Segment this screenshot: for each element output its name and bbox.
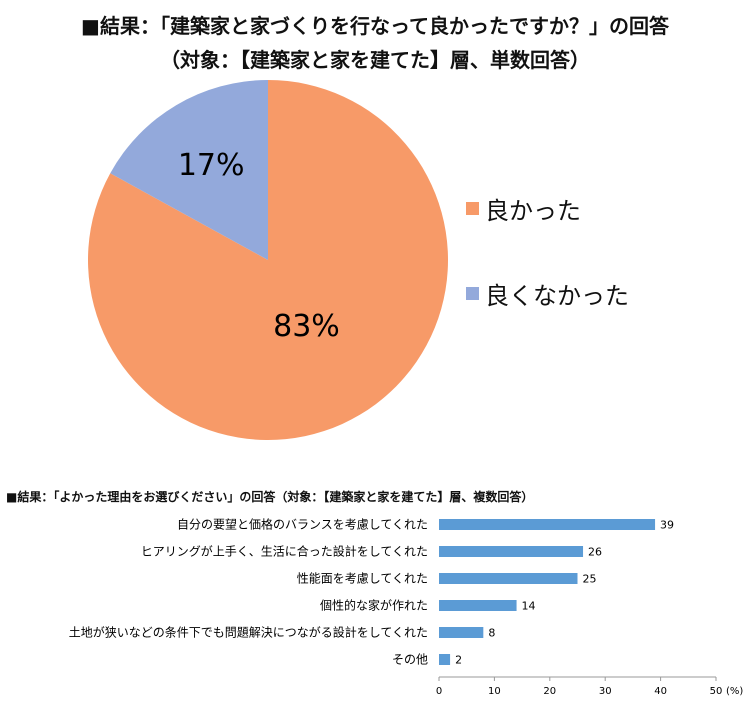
category-label: 個性的な家が作れた <box>320 598 428 613</box>
bar-value-label: 39 <box>660 519 674 532</box>
x-tick-label: 40 <box>654 686 667 697</box>
legend-swatch-good <box>466 201 479 215</box>
bar-chart-title: ■結果：「よかった理由をお選びください」の回答（対象：【建築家と家を建てた】層、… <box>6 490 534 504</box>
category-label: 土地が狭いなどの条件下でも問題解決につながる設計をしてくれた <box>69 625 428 640</box>
bar <box>439 519 656 530</box>
pie-slice-label-not-good: 17% <box>178 148 245 183</box>
category-label: ヒアリングが上手く、生活に合った設計をしてくれた <box>141 544 428 559</box>
x-tick-label: 20 <box>543 686 556 697</box>
x-tick-label: 0 <box>436 686 442 697</box>
bar-value-label: 14 <box>522 600 536 613</box>
legend-swatch-not-good <box>466 286 479 300</box>
bar <box>439 546 584 557</box>
bar-value-label: 26 <box>588 546 602 559</box>
legend-item-not-good: 良くなかった <box>466 278 629 310</box>
bar-value-label: 8 <box>488 627 495 640</box>
x-tick-label: 10 <box>488 686 501 697</box>
bar <box>439 627 484 638</box>
pie-chart: 83% 17% <box>87 79 449 440</box>
legend-item-good: 良かった <box>466 193 581 225</box>
x-axis-unit: (%) <box>726 686 743 697</box>
legend-label-good: 良かった <box>485 196 581 225</box>
bar <box>439 654 451 665</box>
x-tick-label: 30 <box>599 686 612 697</box>
category-label: 自分の要望と価格のバランスを考慮してくれた <box>177 517 428 532</box>
category-label: その他 <box>392 653 428 667</box>
bar <box>439 600 517 611</box>
pie-chart-subtitle: （対象：【建築家と家を建てた】層、単数回答） <box>160 48 590 72</box>
pie-slice-label-good: 83% <box>273 309 340 344</box>
bar-value-label: 2 <box>455 654 462 667</box>
bar <box>439 573 578 584</box>
pie-chart-title: ■結果：「建築家と家づくりを行なって良かったですか？」の回答 <box>81 14 669 38</box>
category-label: 性能面を考慮してくれた <box>297 572 428 586</box>
pie-slice-not-good <box>110 79 268 260</box>
bar-value-label: 25 <box>583 573 597 586</box>
x-tick-label: 50 <box>710 686 723 697</box>
legend-label-not-good: 良くなかった <box>485 281 629 310</box>
